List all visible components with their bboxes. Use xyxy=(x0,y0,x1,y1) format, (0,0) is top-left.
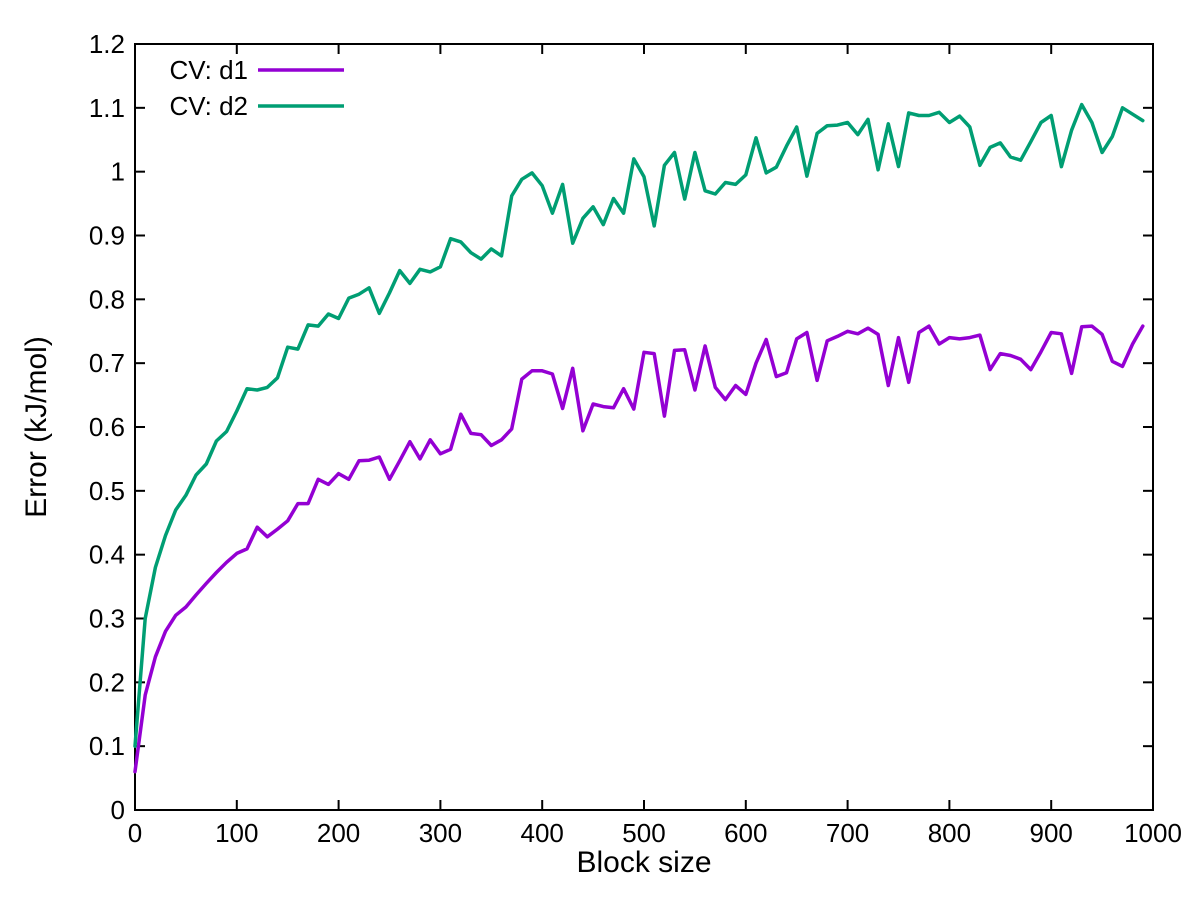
y-tick-label: 1 xyxy=(111,157,125,187)
x-tick-label: 800 xyxy=(928,818,971,848)
x-tick-label: 600 xyxy=(724,818,767,848)
legend-label-2: CV: d2 xyxy=(169,91,248,121)
x-tick-label: 200 xyxy=(317,818,360,848)
x-tick-label: 700 xyxy=(826,818,869,848)
x-tick-label: 300 xyxy=(419,818,462,848)
y-axis-ticks: 0 0.1 0.2 0.3 0.4 0.5 0.6 0.7 0.8 0.9 1 1.1 1.2 xyxy=(89,29,1153,825)
plot-frame xyxy=(134,43,1154,811)
y-tick-label: 0.5 xyxy=(89,476,125,506)
series-layer xyxy=(133,102,1145,774)
x-axis-ticks: 0 100 200 300 400 500 600 700 800 900 1000 xyxy=(128,44,1182,848)
y-axis-label: Error (kJ/mol) xyxy=(20,336,53,518)
legend-label-1: CV: d1 xyxy=(169,55,248,85)
y-tick-label: 0.7 xyxy=(89,348,125,378)
y-tick-label: 0.1 xyxy=(89,731,125,761)
y-tick-label: 1.1 xyxy=(89,93,125,123)
y-tick-label: 0.9 xyxy=(89,221,125,251)
x-tick-label: 0 xyxy=(128,818,142,848)
x-tick-label: 100 xyxy=(215,818,258,848)
series-line-2 xyxy=(133,102,1145,748)
y-tick-label: 0.4 xyxy=(89,540,125,570)
x-tick-label: 500 xyxy=(622,818,665,848)
x-tick-label: 900 xyxy=(1030,818,1073,848)
x-axis-label: Block size xyxy=(576,846,711,879)
legend: CV: d1 CV: d2 xyxy=(169,55,344,121)
y-tick-label: 0.2 xyxy=(89,667,125,697)
x-tick-label: 400 xyxy=(521,818,564,848)
series-line-1 xyxy=(133,324,1145,774)
y-tick-label: 0.3 xyxy=(89,604,125,634)
y-tick-label: 0 xyxy=(111,795,125,825)
y-tick-label: 0.8 xyxy=(89,284,125,314)
y-tick-label: 0.6 xyxy=(89,412,125,442)
y-tick-label: 1.2 xyxy=(89,29,125,59)
x-tick-label: 1000 xyxy=(1124,818,1182,848)
